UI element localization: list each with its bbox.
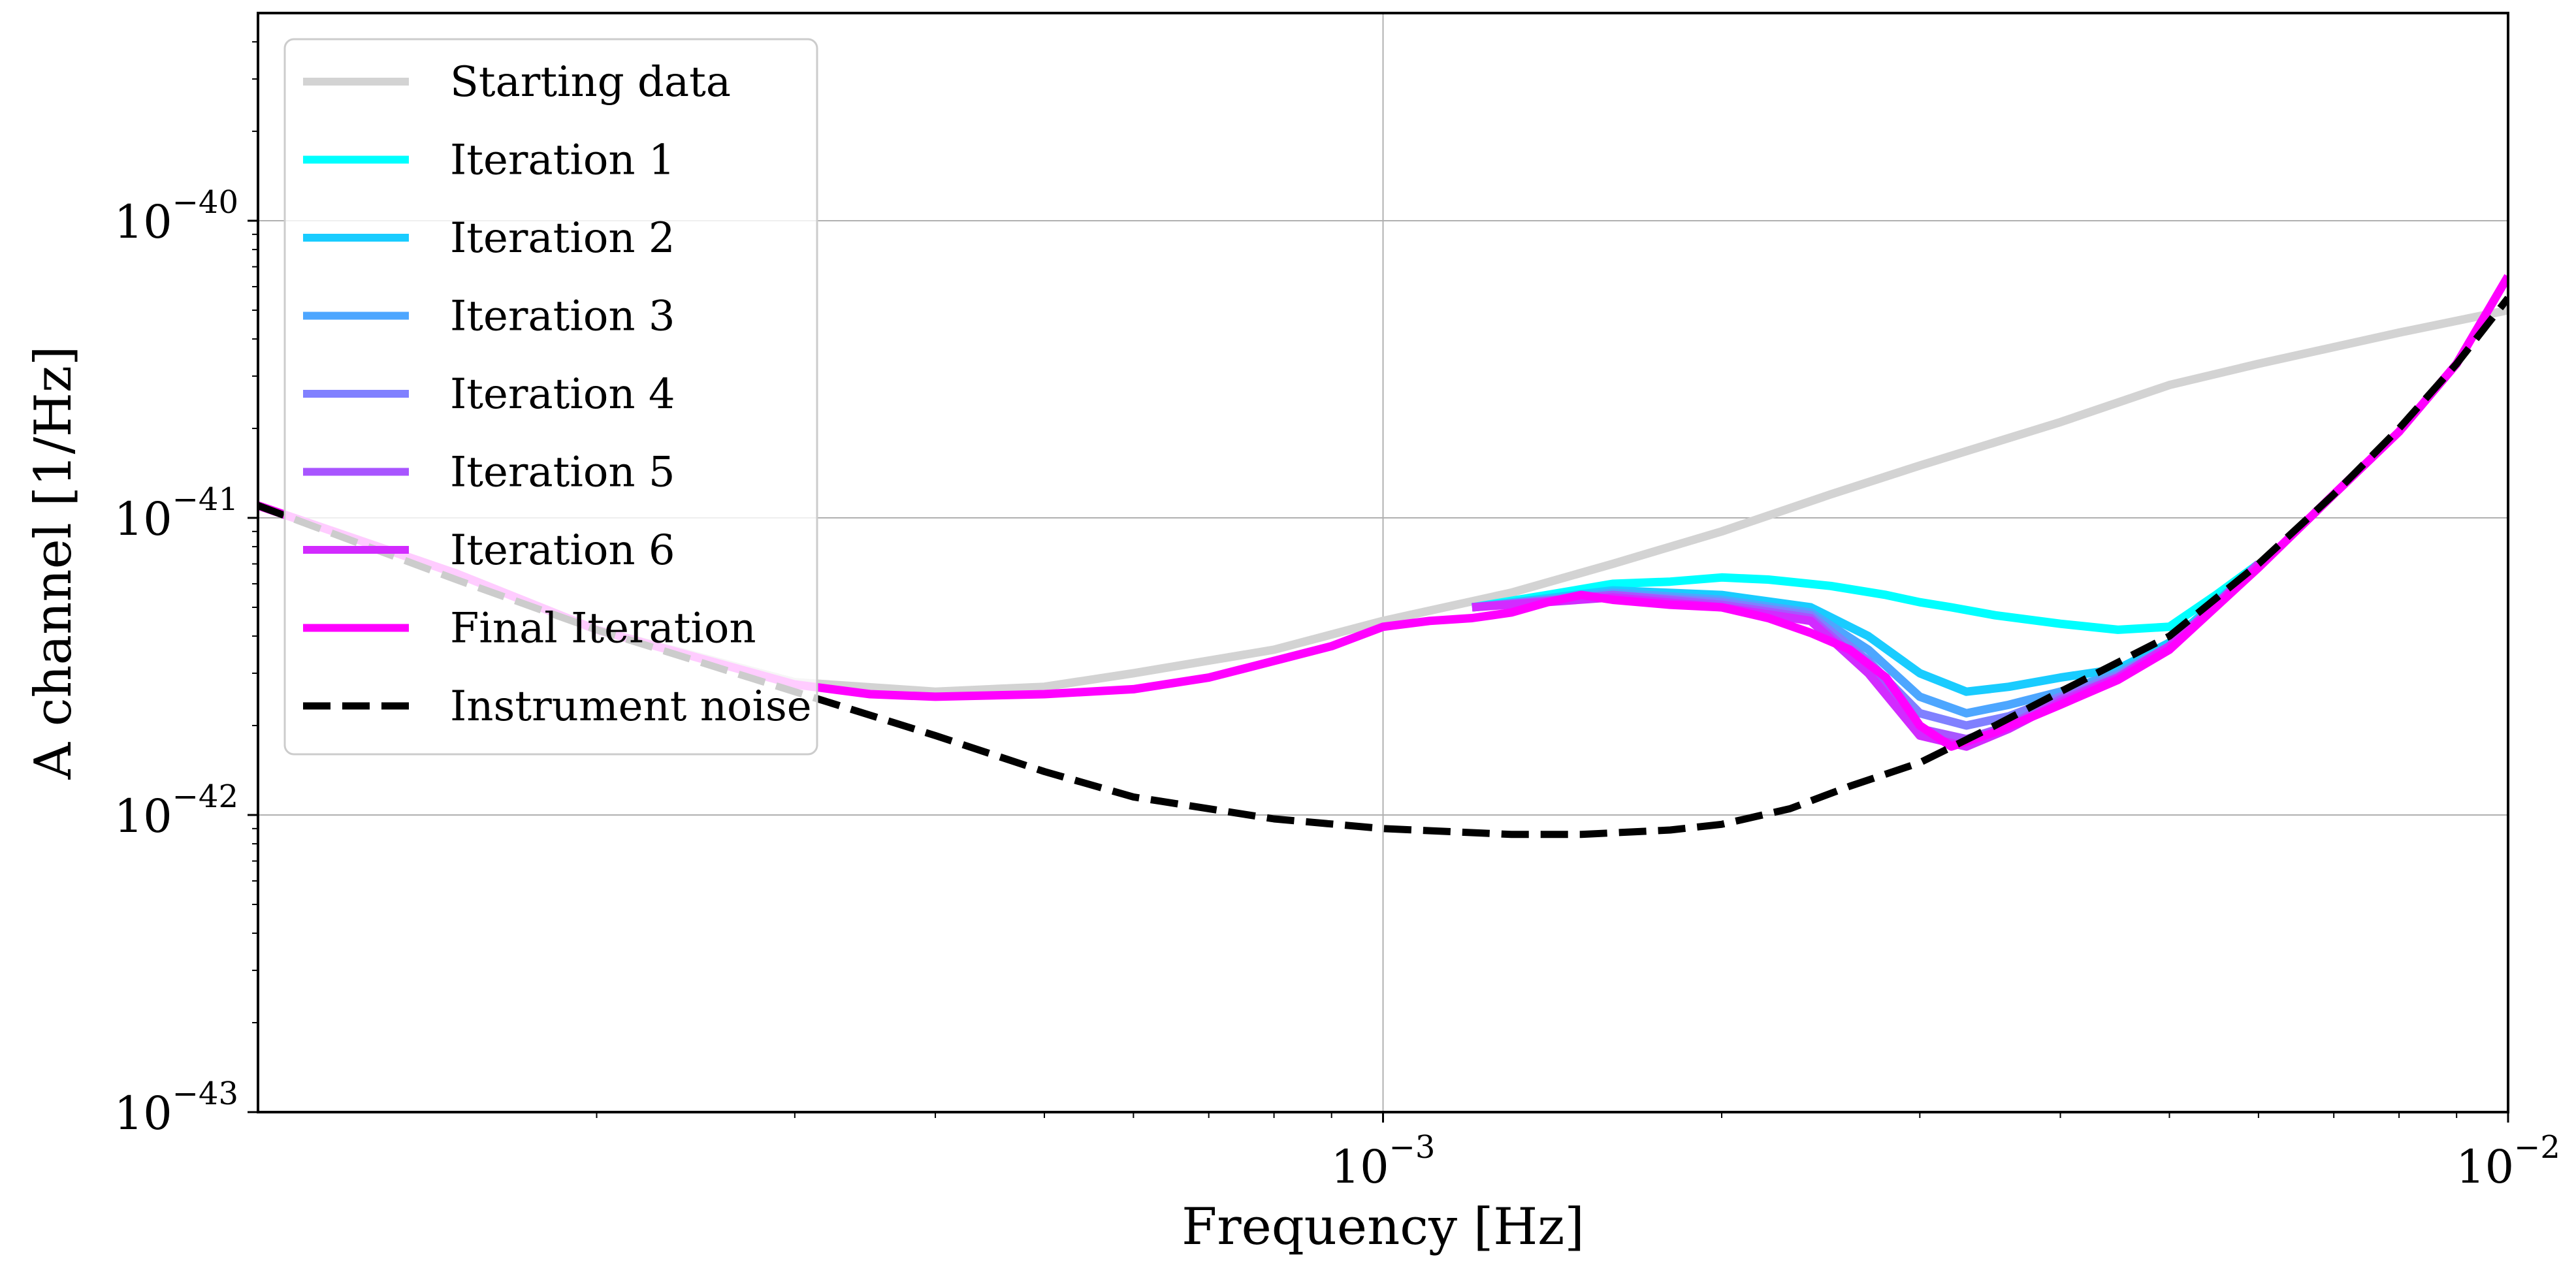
series-line-instrument-noise — [258, 295, 2508, 838]
x-tick-exponent: −3 — [1389, 1129, 1436, 1166]
legend-label-iteration-4: Iteration 4 — [450, 370, 675, 419]
y-tick-label: 10−41 — [114, 481, 238, 546]
y-axis-label: A channel [1/Hz] — [24, 346, 83, 780]
legend-label-iteration-6: Iteration 6 — [450, 526, 675, 575]
legend-box — [283, 38, 818, 756]
legend-label-iteration-1: Iteration 1 — [450, 136, 675, 185]
x-tick-label: 10−3 — [1331, 1129, 1436, 1194]
series-line-final-iteration — [258, 274, 2508, 751]
legend-label-final-iteration: Final Iteration — [450, 605, 756, 653]
y-tick-base: 10 — [114, 195, 172, 249]
y-tick-exponent: −41 — [172, 481, 238, 518]
y-tick-label: 10−42 — [114, 778, 238, 843]
y-tick-exponent: −42 — [172, 778, 238, 815]
legend-label-iteration-2: Iteration 2 — [450, 214, 675, 263]
y-tick-label: 10−40 — [114, 184, 238, 249]
legend-label-iteration-5: Iteration 5 — [450, 449, 675, 497]
legend-label-instrument-noise: Instrument noise — [450, 682, 812, 731]
y-tick-base: 10 — [114, 1087, 172, 1140]
y-tick-exponent: −40 — [172, 184, 238, 221]
legend: Starting data Iteration 1 Iteration 2 Itera… — [283, 38, 818, 756]
x-tick-exponent: −2 — [2514, 1129, 2560, 1166]
y-tick-exponent: −43 — [172, 1076, 238, 1112]
series-layer — [258, 274, 2508, 838]
legend-label-starting-data: Starting data — [450, 58, 731, 106]
legend-label-iteration-3: Iteration 3 — [450, 293, 675, 341]
x-tick-label: 10−2 — [2456, 1129, 2560, 1194]
series-line-iteration-1 — [1471, 560, 2261, 634]
x-axis-label: Frequency [Hz] — [1182, 1198, 1585, 1256]
y-tick-base: 10 — [114, 492, 172, 546]
x-tick-base: 10 — [2456, 1140, 2514, 1194]
x-tick-base: 10 — [1331, 1140, 1389, 1194]
y-tick-label: 10−43 — [114, 1076, 238, 1140]
y-tick-base: 10 — [114, 790, 172, 843]
